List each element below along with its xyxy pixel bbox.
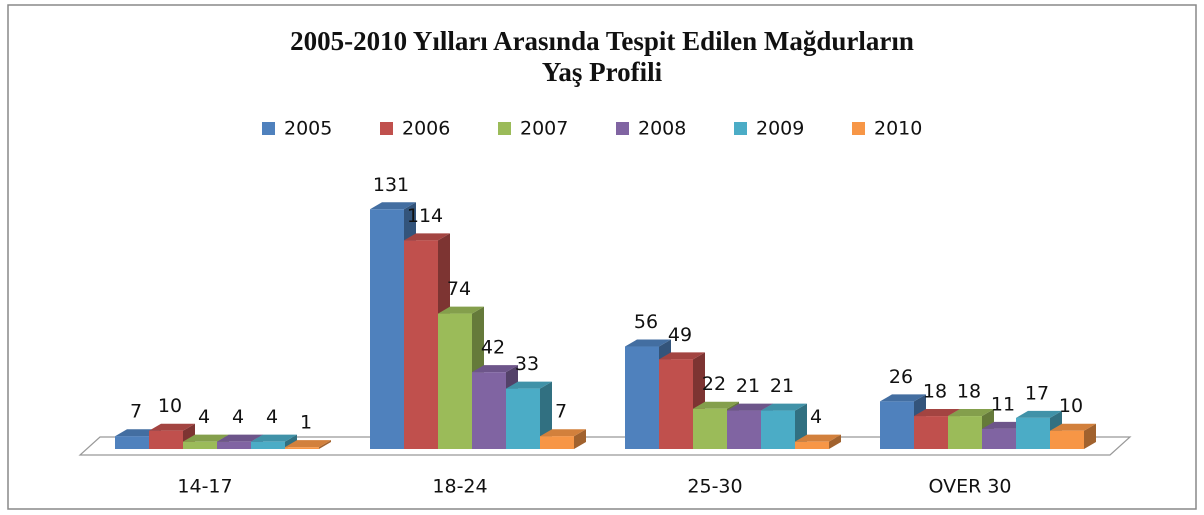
bar: [948, 416, 982, 449]
data-label: 4: [198, 406, 210, 428]
bar-top: [472, 365, 518, 373]
x-tick-label: 25-30: [687, 476, 742, 498]
bar-side: [574, 429, 586, 449]
bar-top: [727, 403, 773, 411]
bar: [693, 408, 727, 449]
data-label: 11: [991, 393, 1015, 415]
data-label: 131: [373, 174, 409, 196]
bar-top: [251, 434, 297, 442]
bar: [438, 313, 472, 449]
bar: [115, 436, 149, 449]
data-label: 74: [447, 278, 471, 300]
legend-swatch: [616, 122, 629, 135]
bar: [1050, 430, 1084, 449]
bar-top: [880, 394, 926, 402]
bar-top: [438, 306, 484, 314]
x-tick-label: 14-17: [177, 476, 232, 498]
legend-swatch: [262, 122, 275, 135]
data-label: 18: [923, 381, 947, 403]
bar: [217, 441, 251, 449]
data-label: 7: [555, 401, 567, 423]
bar-top: [540, 429, 586, 437]
legend-swatch: [380, 122, 393, 135]
bar-side: [1084, 423, 1096, 449]
bar: [506, 388, 540, 449]
bar: [625, 346, 659, 449]
bar: [1016, 417, 1050, 449]
bar-top: [370, 202, 416, 210]
bar: [149, 430, 183, 449]
data-label: 26: [889, 366, 913, 388]
bar: [795, 441, 829, 449]
bar: [659, 359, 693, 449]
bar-side: [285, 434, 297, 449]
legend-label: 2005: [284, 118, 332, 140]
bar-top: [1016, 410, 1062, 418]
legend-swatch: [498, 122, 511, 135]
bar: [251, 441, 285, 449]
data-label: 56: [634, 311, 658, 333]
chart-title: Yaş Profili: [542, 57, 663, 87]
data-label: 1: [300, 412, 312, 434]
legend-label: 2008: [638, 118, 686, 140]
bar-side: [319, 440, 331, 449]
bar: [285, 447, 319, 449]
bar-top: [506, 381, 552, 389]
data-label: 4: [810, 406, 822, 428]
bar: [183, 441, 217, 449]
bar: [880, 401, 914, 449]
bar-top: [183, 434, 229, 442]
bar-top: [761, 403, 807, 411]
bar-side: [829, 434, 841, 449]
bar: [540, 436, 574, 449]
bar-top: [948, 409, 994, 417]
data-label: 21: [770, 375, 794, 397]
bar-top: [795, 434, 841, 442]
bar: [982, 428, 1016, 449]
legend-label: 2010: [874, 118, 922, 140]
data-label: 4: [232, 406, 244, 428]
x-tick-label: 18-24: [432, 476, 487, 498]
data-label: 42: [481, 337, 505, 359]
data-label: 4: [266, 406, 278, 428]
bar-top: [1050, 423, 1096, 431]
legend-label: 2006: [402, 118, 450, 140]
data-label: 7: [130, 401, 142, 423]
data-label: 33: [515, 353, 539, 375]
legend-label: 2009: [756, 118, 804, 140]
data-label: 10: [158, 395, 182, 417]
bar-top: [217, 434, 263, 442]
bar-top: [404, 233, 450, 241]
bar-top: [914, 409, 960, 417]
x-tick-label: OVER 30: [928, 476, 1011, 498]
floor: [78, 436, 1132, 456]
bar-top: [625, 339, 671, 347]
data-label: 17: [1025, 382, 1049, 404]
bar: [472, 372, 506, 449]
data-label: 22: [702, 373, 726, 395]
bar-top: [149, 423, 195, 431]
data-label: 21: [736, 375, 760, 397]
bar: [727, 410, 761, 449]
legend-swatch: [734, 122, 747, 135]
bar: [370, 209, 404, 449]
data-label: 114: [407, 205, 443, 227]
legend-swatch: [852, 122, 865, 135]
bar-top: [693, 401, 739, 409]
data-label: 10: [1059, 395, 1083, 417]
bar-top: [285, 440, 331, 448]
data-label: 49: [668, 324, 692, 346]
data-label: 18: [957, 381, 981, 403]
legend-label: 2007: [520, 118, 568, 140]
bar: [404, 240, 438, 449]
chart-title: 2005-2010 Yılları Arasında Tespit Edilen…: [290, 26, 914, 56]
bar-top: [659, 352, 705, 360]
bar: [761, 410, 795, 449]
bar: [914, 416, 948, 449]
